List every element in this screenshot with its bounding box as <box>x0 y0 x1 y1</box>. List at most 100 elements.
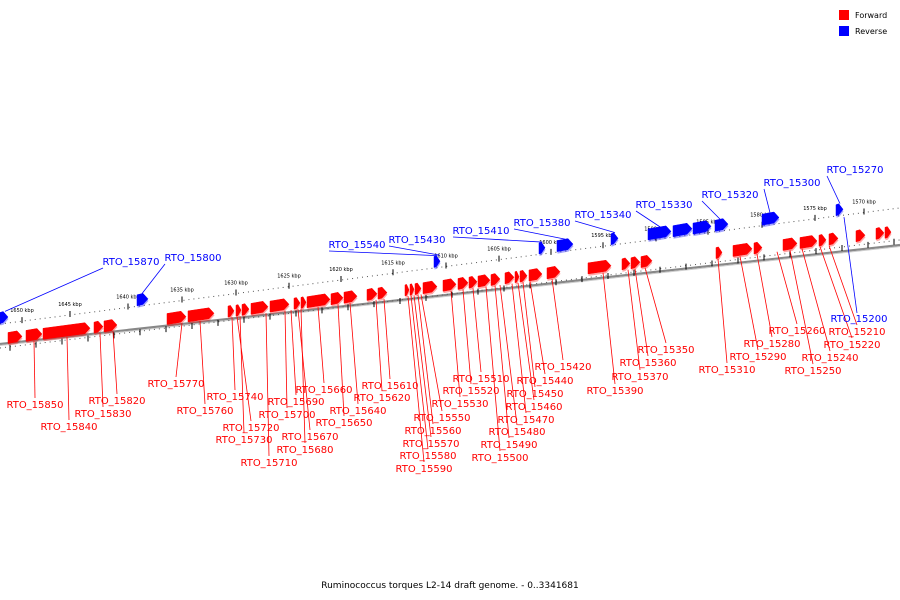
label-leader <box>843 217 858 314</box>
kbp-tick-label: 1600 kbp <box>539 240 563 246</box>
gene-arrow <box>166 310 187 325</box>
gene-arrow <box>753 241 763 255</box>
gene-arrow-shadow <box>242 305 250 318</box>
gene-label: RTO_15640 <box>329 406 386 417</box>
label-leader <box>517 282 535 401</box>
gene-arrow <box>630 256 641 270</box>
gene-arrow-shadow <box>415 285 422 297</box>
gene-arrow-shadow <box>673 225 693 239</box>
kbp-ticks: 1650 kbp 1645 kbp 1640 kbp 1635 kbp 1630 kbp… <box>9 200 895 351</box>
gene-arrow-shadow <box>478 276 491 290</box>
kbp-tick-label: 1630 kbp <box>224 281 248 287</box>
gene-label: RTO_15700 <box>258 410 315 421</box>
kbp-tick-label: 1605 kbp <box>487 247 511 253</box>
gene-label: RTO_15240 <box>801 353 858 364</box>
gene-arrow-shadow <box>43 324 91 342</box>
gene-arrow <box>504 271 515 285</box>
label-leader <box>644 267 667 344</box>
backbone-shadow <box>0 246 900 346</box>
gene-arrow <box>103 319 118 333</box>
gene-arrow <box>692 220 712 235</box>
kbp-tick-label: 1640 kbp <box>116 294 140 300</box>
gene-arrow-shadow <box>228 307 235 320</box>
gene-arrow-shadow <box>529 270 543 283</box>
forward-track-line <box>0 239 900 349</box>
gene-arrow <box>835 203 844 217</box>
gene-label: RTO_15560 <box>404 426 461 437</box>
gene-arrow <box>477 274 491 288</box>
legend-forward-swatch <box>839 10 849 20</box>
label-leader <box>388 245 441 256</box>
gene-label: RTO_15680 <box>276 445 333 456</box>
label-leader <box>776 251 798 325</box>
gene-label: RTO_15770 <box>147 379 204 390</box>
gene-arrow <box>519 270 528 283</box>
label-leader <box>763 188 771 213</box>
gene-label: RTO_15310 <box>698 365 755 376</box>
label-leader <box>462 289 472 385</box>
label-leader <box>420 294 443 412</box>
gene-arrow-shadow <box>410 285 415 298</box>
gene-label: RTO_15580 <box>399 451 456 462</box>
gene-arrow <box>241 303 250 316</box>
label-leader <box>33 340 36 399</box>
label-leader <box>199 320 206 405</box>
backbone-line <box>0 243 900 346</box>
gene-label: RTO_15620 <box>353 393 410 404</box>
label-leader <box>819 246 853 339</box>
gene-arrow <box>269 298 290 313</box>
label-leader <box>407 296 425 463</box>
gene-label: RTO_15550 <box>413 413 470 424</box>
gene-arrow <box>828 232 839 246</box>
label-leader <box>739 256 759 351</box>
gene-arrow <box>468 276 478 289</box>
gene-label: RTO_15840 <box>40 422 97 433</box>
label-leader <box>801 248 831 352</box>
gene-arrow <box>442 278 457 292</box>
gene-arrow <box>855 229 866 243</box>
label-leader <box>634 268 649 357</box>
gene-arrow <box>293 297 301 310</box>
gene-label: RTO_15540 <box>328 240 385 251</box>
gene-arrow-shadow <box>505 273 515 286</box>
gene-arrow-shadow <box>631 258 641 271</box>
gene-arrow-shadow <box>856 231 866 244</box>
gene-label: RTO_15290 <box>729 352 786 363</box>
label-leader <box>112 331 118 395</box>
gene-arrow <box>409 283 415 296</box>
gene-label: RTO_15690 <box>267 397 324 408</box>
gene-label: RTO_15380 <box>513 218 570 229</box>
gene-arrow-shadow <box>270 300 290 315</box>
gene-arrow <box>761 211 780 226</box>
gene-arrow <box>818 234 827 247</box>
gene-arrow <box>556 238 574 252</box>
gene-label: RTO_15210 <box>828 327 885 338</box>
gene-label: RTO_15720 <box>222 423 279 434</box>
gene-arrow-shadow <box>547 268 561 281</box>
gene-arrow-shadow <box>251 303 269 317</box>
gene-label: RTO_15370 <box>611 372 668 383</box>
gene-arrow-shadow <box>367 290 378 303</box>
label-leader <box>574 220 616 234</box>
kbp-tick-label: 1645 kbp <box>58 302 82 308</box>
gene-arrow <box>457 277 469 290</box>
label-leader <box>375 299 383 392</box>
label-leader <box>717 258 728 364</box>
label-leader <box>485 286 501 452</box>
gene-arrow-shadow <box>331 294 344 307</box>
gene-label: RTO_15460 <box>505 402 562 413</box>
label-leader <box>141 263 166 294</box>
label-leader <box>551 278 564 361</box>
gene-label: RTO_15340 <box>574 210 631 221</box>
gene-arrow-shadow <box>829 234 839 247</box>
gene-arrow-shadow <box>693 222 712 237</box>
gene-label: RTO_15450 <box>506 389 563 400</box>
gene-label: RTO_15250 <box>784 366 841 377</box>
label-leader <box>290 310 297 396</box>
label-leader <box>417 294 434 425</box>
gene-arrow-shadow <box>8 332 23 346</box>
gene-label: RTO_15430 <box>388 235 445 246</box>
label-leader <box>317 306 325 384</box>
gene-arrow <box>610 232 619 246</box>
